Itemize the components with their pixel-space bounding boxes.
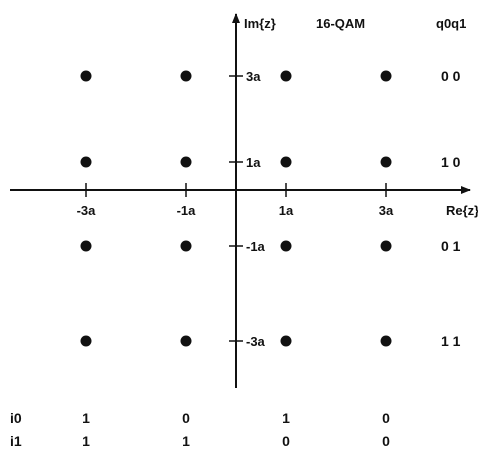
- constellation-point: [181, 336, 192, 347]
- constellation-point: [381, 157, 392, 168]
- constellation-point: [281, 71, 292, 82]
- constellation-point: [81, 241, 92, 252]
- re-axis-label: Re{z}: [446, 203, 478, 218]
- im-axis-label: Im{z}: [244, 16, 276, 31]
- i0-bit: 0: [182, 410, 190, 426]
- i1-bit: 0: [282, 433, 290, 449]
- y-tick-label: 3a: [246, 69, 261, 84]
- x-tick-label: 3a: [379, 203, 394, 218]
- constellation-point: [181, 241, 192, 252]
- y-tick-label: -3a: [246, 334, 266, 349]
- i1-row-label: i1: [10, 433, 22, 449]
- x-tick-label: 1a: [279, 203, 294, 218]
- i1-bit: 1: [182, 433, 190, 449]
- i0-bit: 1: [282, 410, 290, 426]
- row-bits-label: 0 0: [441, 68, 461, 84]
- constellation-point: [381, 71, 392, 82]
- i0-bit: 0: [382, 410, 390, 426]
- constellation-point: [181, 71, 192, 82]
- y-tick-label: -1a: [246, 239, 266, 254]
- i0-row-label: i0: [10, 410, 22, 426]
- constellation-point: [381, 336, 392, 347]
- constellation-point: [81, 336, 92, 347]
- constellation-point: [281, 336, 292, 347]
- y-ticks: 3a 1a -1a -3a: [229, 69, 266, 349]
- x-tick-label: -3a: [77, 203, 97, 218]
- row-bits-header: q0q1: [436, 16, 466, 31]
- constellation-point: [281, 241, 292, 252]
- i0-bit: 1: [82, 410, 90, 426]
- constellation-point: [181, 157, 192, 168]
- constellation-point: [81, 157, 92, 168]
- column-bit-labels: i0 i1 1 0 1 0 1 1 0 0: [10, 410, 390, 449]
- i1-bit: 1: [82, 433, 90, 449]
- x-tick-label: -1a: [177, 203, 197, 218]
- i1-bit: 0: [382, 433, 390, 449]
- y-tick-label: 1a: [246, 155, 261, 170]
- row-bits-label: 0 1: [441, 238, 461, 254]
- row-bits-label: 1 0: [441, 154, 461, 170]
- constellation-point: [81, 71, 92, 82]
- constellation-point: [381, 241, 392, 252]
- modulation-title: 16-QAM: [316, 16, 365, 31]
- constellation-point: [281, 157, 292, 168]
- row-bits-label: 1 1: [441, 333, 461, 349]
